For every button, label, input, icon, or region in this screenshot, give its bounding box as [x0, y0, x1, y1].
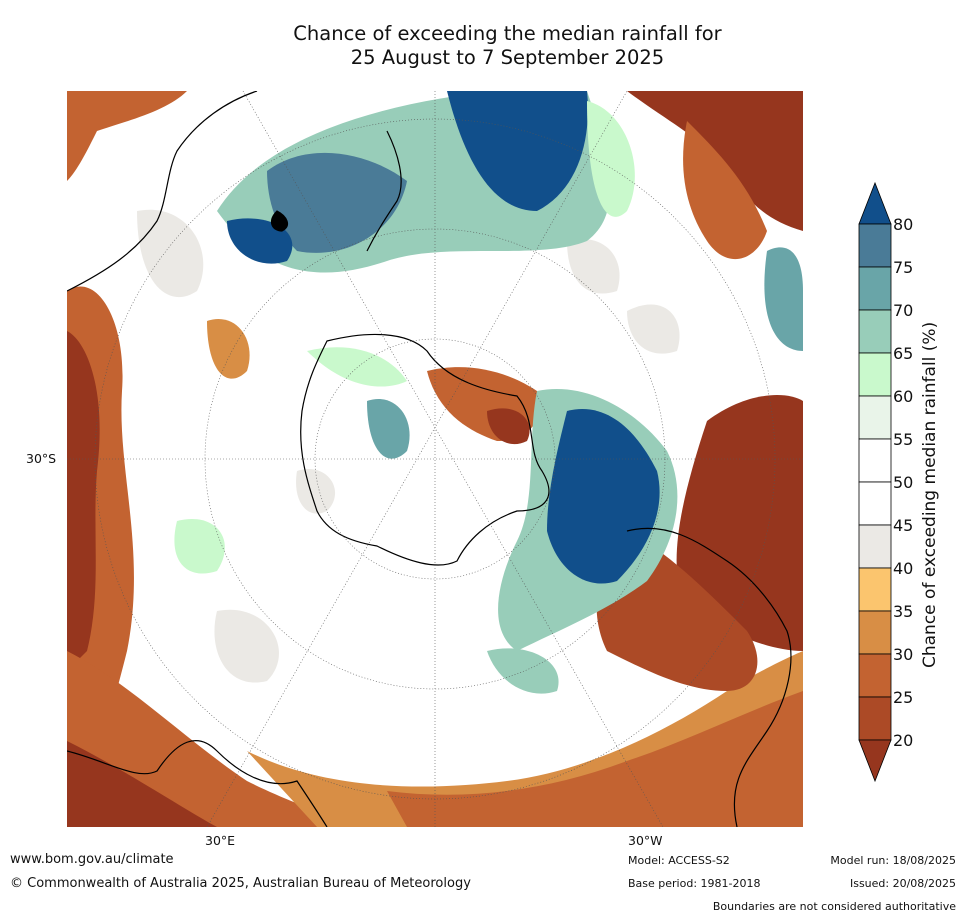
longitude-label-30e: 30°E: [205, 833, 236, 848]
above-median-regions: [174, 91, 803, 694]
colorbar-extend-bottom: [858, 739, 892, 783]
footer-model: Model: ACCESS-S2: [628, 854, 730, 867]
map-title: Chance of exceeding the median rainfall …: [0, 22, 965, 70]
footer-base-period: Base period: 1981-2018: [628, 877, 761, 890]
colorbar-bin: [858, 653, 892, 698]
colorbar-tick-label: 65: [893, 344, 913, 363]
latitude-label-30s: 30°S: [26, 451, 57, 466]
longitude-label-30w: 30°W: [628, 833, 663, 848]
title-line-2: 25 August to 7 September 2025: [350, 46, 665, 69]
colorbar-tick-label: 30: [893, 645, 913, 664]
colorbar-bin: [858, 309, 892, 354]
colorbar-bin: [858, 266, 892, 311]
footer-model-run: Model run: 18/08/2025: [830, 854, 956, 867]
colorbar-graphic: 80 75 70 65 60 55 50 45 40 35 30 25 20: [858, 181, 913, 783]
colorbar-tick-label: 25: [893, 688, 913, 707]
colorbar-bin: [858, 352, 892, 397]
colorbar-label: Chance of exceeding median rainfall (%): [920, 321, 940, 668]
antarctica-coastline: [300, 333, 550, 566]
colorbar-bin: [858, 610, 892, 655]
colorbar-bin: [858, 438, 892, 483]
colorbar: 80 75 70 65 60 55 50 45 40 35 30 25 20: [855, 180, 965, 790]
map-canvas: [67, 91, 803, 827]
graticule: [67, 91, 803, 827]
colorbar-tick-label: 55: [893, 430, 913, 449]
footer-copyright: © Commonwealth of Australia 2025, Austra…: [10, 876, 471, 891]
colorbar-bin: [858, 481, 892, 526]
colorbar-tick-label: 80: [893, 215, 913, 234]
colorbar-bin: [858, 567, 892, 612]
colorbar-tick-label: 35: [893, 602, 913, 621]
footer-website: www.bom.gov.au/climate: [10, 852, 174, 867]
continent-outlines: [67, 91, 792, 827]
colorbar-tick-label: 70: [893, 301, 913, 320]
colorbar-tick-label: 45: [893, 516, 913, 535]
colorbar-tick-label: 20: [893, 731, 913, 750]
footer-issued: Issued: 20/08/2025: [849, 877, 956, 890]
rainfall-probability-map: [67, 91, 803, 827]
title-line-1: Chance of exceeding the median rainfall …: [293, 22, 722, 45]
colorbar-tick-label: 60: [893, 387, 913, 406]
colorbar-extend-top: [858, 181, 892, 225]
colorbar-tick-label: 40: [893, 559, 913, 578]
near-median-regions: [137, 209, 680, 683]
colorbar-bin: [858, 524, 892, 569]
colorbar-tick-label: 50: [893, 473, 913, 492]
colorbar-bin: [858, 395, 892, 440]
colorbar-bin: [858, 696, 892, 741]
footer-boundaries-note: Boundaries are not considered authoritat…: [712, 900, 956, 913]
colorbar-bin: [858, 223, 892, 268]
colorbar-tick-label: 75: [893, 258, 913, 277]
